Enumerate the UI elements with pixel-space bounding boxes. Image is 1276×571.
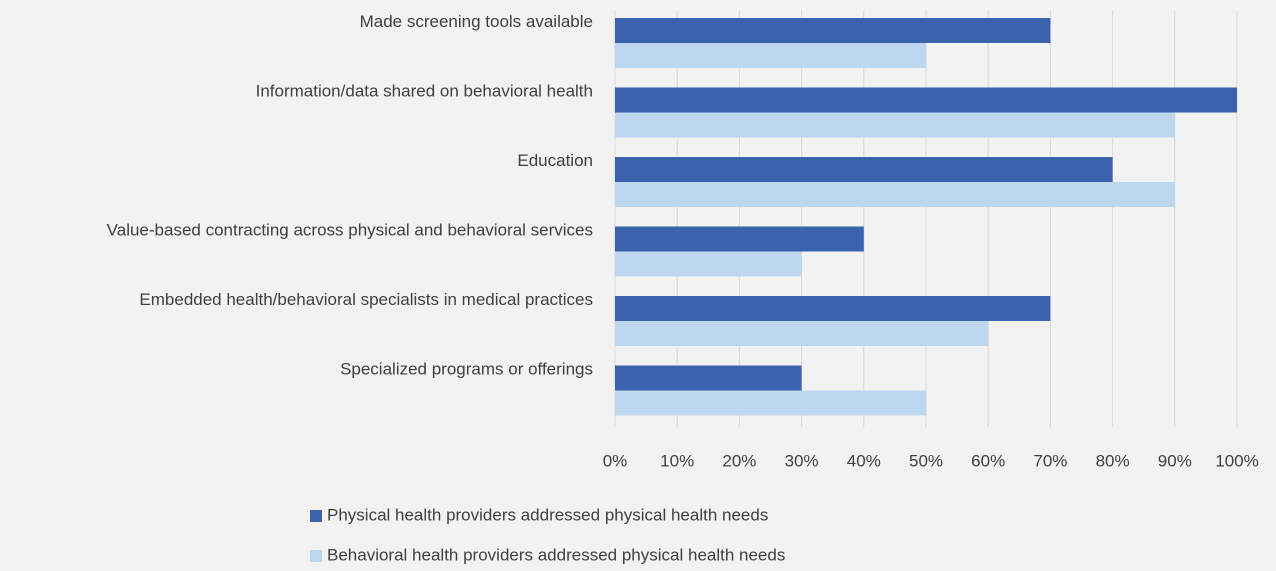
x-tick-label: 60% [971,451,1005,470]
bar [615,321,989,346]
x-tick-label: 80% [1096,451,1130,470]
legend-label: Behavioral health providers addressed ph… [327,545,785,564]
x-tick-label: 0% [603,451,628,470]
x-tick-label: 50% [909,451,943,470]
bar [615,226,864,252]
x-tick-label: 100% [1215,451,1258,470]
bar [615,43,926,68]
x-tick-label: 90% [1158,451,1192,470]
bar [615,390,926,416]
x-tick-label: 70% [1033,451,1067,470]
x-tick-label: 30% [785,451,819,470]
bar [615,365,802,391]
bar [615,18,1051,43]
bar [615,87,1237,113]
bar [615,182,1175,207]
bar [615,157,1113,182]
x-tick-label: 20% [722,451,756,470]
x-tick-label: 10% [660,451,694,470]
y-tick-label: Information/data shared on behavioral he… [256,81,593,100]
y-tick-label: Specialized programs or offerings [340,359,593,378]
legend-label: Physical health providers addressed phys… [327,505,768,524]
bar [615,251,802,277]
y-tick-label: Education [517,151,593,170]
y-tick-label: Value-based contracting across physical … [107,220,593,239]
bar [615,296,1051,321]
legend-swatch [310,510,322,522]
y-tick-label: Made screening tools available [360,12,593,31]
y-tick-label: Embedded health/behavioral specialists i… [139,290,593,309]
bar [615,112,1175,138]
x-tick-label: 40% [847,451,881,470]
legend-swatch [310,550,322,562]
